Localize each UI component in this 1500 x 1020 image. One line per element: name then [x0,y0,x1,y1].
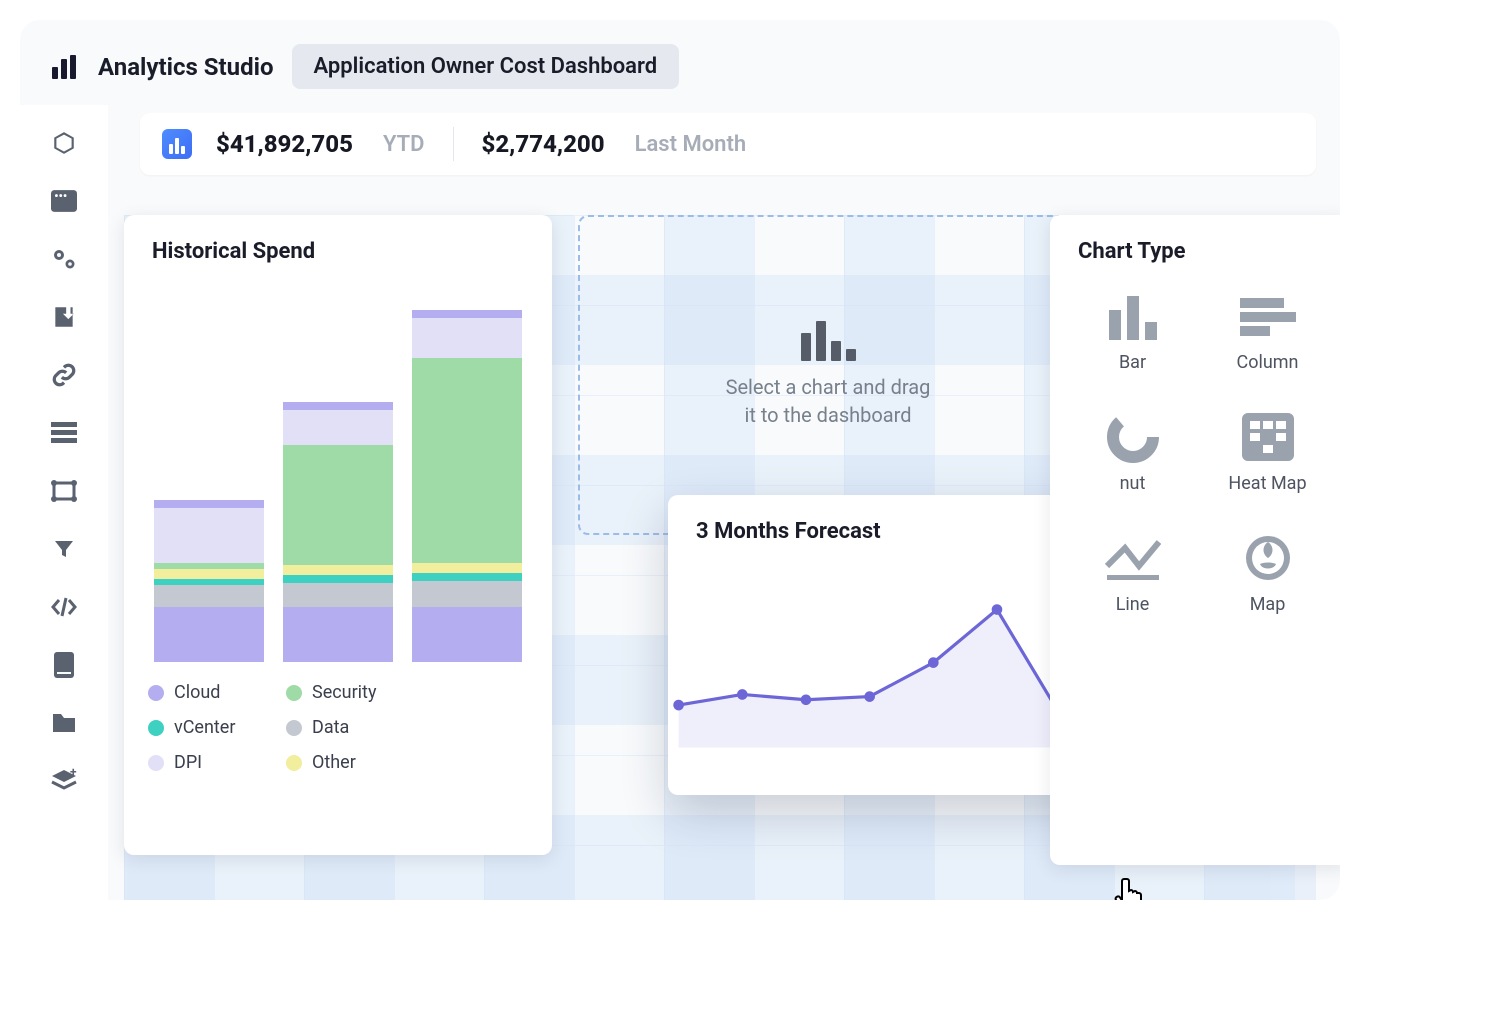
bar-segment-dpi [283,410,393,445]
breadcrumb-chip[interactable]: Application Owner Cost Dashboard [292,44,680,89]
legend-dot [286,755,302,771]
bar-segment-other [154,569,264,579]
kpi-separator [453,127,454,161]
panel-title-chart-type: Chart Type [1050,215,1340,272]
layers-add-icon[interactable]: + [50,767,78,795]
kpi-value-ytd: $41,892,705 [216,130,353,158]
bar-segment-cloud [412,607,522,662]
bar-segment-dpi [412,318,522,358]
bbox-icon[interactable] [50,477,78,505]
chart-type-label: Heat Map [1228,473,1306,494]
chart-type-donut[interactable]: nut [1070,413,1195,494]
legend-item-cloud: Cloud [148,682,258,703]
drop-zone-chart-icon [801,321,856,361]
body-row: + $41,892,705 YTD $2,774,200 Last Month … [20,105,1340,900]
chart-type-bar[interactable]: Bar [1070,292,1195,373]
stacked-bar-chart [144,282,532,662]
kpi-value-lastmonth: $2,774,200 [482,130,605,158]
legend-item-data: Data [286,717,396,738]
bar-segment-other [412,563,522,573]
chart-type-map[interactable]: Map [1205,534,1330,615]
chart-drop-zone[interactable]: Select a chart and dragit to the dashboa… [578,215,1078,535]
legend-dot [148,685,164,701]
chart-type-column[interactable]: Column [1205,292,1330,373]
chart-type-grid: Bar Column nut Heat Map Line Map [1050,272,1340,635]
list-icon[interactable] [50,419,78,447]
bar-segment-cloud [412,310,522,318]
app-title: Analytics Studio [98,53,274,81]
legend-item-other: Other [286,752,396,773]
bar-segment-security [283,445,393,565]
window-icon[interactable] [50,187,78,215]
analytics-logo-icon [52,55,80,79]
card-title-historical: Historical Spend [124,215,552,272]
donut-chart-icon [1105,413,1161,461]
chart-legend: Cloud Security vCenter Data DPI Other [124,672,552,797]
bar-chart-icon [1105,292,1161,340]
folder-icon[interactable] [50,709,78,737]
legend-label: vCenter [174,717,235,738]
stacked-bar [283,402,393,662]
gears-icon[interactable] [50,245,78,273]
card-historical-spend[interactable]: Historical Spend Cloud Security vCenter Dat… [124,215,552,855]
cube-icon[interactable] [50,129,78,157]
code-icon[interactable] [50,593,78,621]
bar-segment-dpi [154,508,264,563]
bar-segment-vcenter [412,573,522,581]
line-chart-icon [1105,534,1161,582]
bar-segment-data [412,581,522,607]
link-icon[interactable] [50,361,78,389]
app-frame: Analytics Studio Application Owner Cost … [20,20,1340,900]
bar-segment-data [283,583,393,607]
top-bar: Analytics Studio Application Owner Cost … [20,20,1340,105]
kpi-label-lastmonth: Last Month [635,132,747,157]
sidebar: + [20,105,108,900]
heatmap-chart-icon [1240,413,1296,461]
funnel-icon[interactable] [50,535,78,563]
bar-segment-other [283,565,393,575]
bar-segment-cloud [154,500,264,508]
legend-label: Security [312,682,376,703]
legend-item-dpi: DPI [148,752,258,773]
legend-item-vcenter: vCenter [148,717,258,738]
chart-type-heatmap[interactable]: Heat Map [1205,413,1330,494]
chart-type-label: nut [1120,473,1146,494]
export-icon[interactable] [50,303,78,331]
map-chart-icon [1240,534,1296,582]
bar-segment-cloud [283,607,393,662]
column-chart-icon [1240,292,1296,340]
chart-type-line[interactable]: Line [1070,534,1195,615]
kpi-bar: $41,892,705 YTD $2,774,200 Last Month [140,113,1316,175]
chart-type-label: Bar [1119,352,1146,373]
legend-dot [148,720,164,736]
legend-label: Cloud [174,682,220,703]
legend-dot [286,720,302,736]
svg-text:+: + [70,768,77,779]
legend-label: Data [312,717,349,738]
legend-dot [148,755,164,771]
drop-zone-text: Select a chart and dragit to the dashboa… [726,373,931,429]
bar-segment-vcenter [283,575,393,583]
bar-segment-security [412,358,522,563]
chart-type-label: Map [1250,594,1286,615]
cursor-hand-icon [1113,875,1149,900]
book-icon[interactable] [50,651,78,679]
panel-chart-type: Chart Type Bar Column nut Heat Map Line Map [1050,215,1340,865]
legend-label: Other [312,752,356,773]
chart-type-label: Line [1116,594,1150,615]
stacked-bar [154,500,264,662]
bar-segment-data [154,585,264,607]
bar-segment-cloud [283,402,393,410]
main-area: $41,892,705 YTD $2,774,200 Last Month Hi… [108,105,1340,900]
legend-dot [286,685,302,701]
chart-type-label: Column [1236,352,1298,373]
legend-label: DPI [174,752,202,773]
kpi-chart-icon [162,129,192,159]
legend-item-security: Security [286,682,396,703]
kpi-label-ytd: YTD [383,132,425,157]
bar-segment-cloud [154,607,264,662]
stacked-bar [412,310,522,662]
